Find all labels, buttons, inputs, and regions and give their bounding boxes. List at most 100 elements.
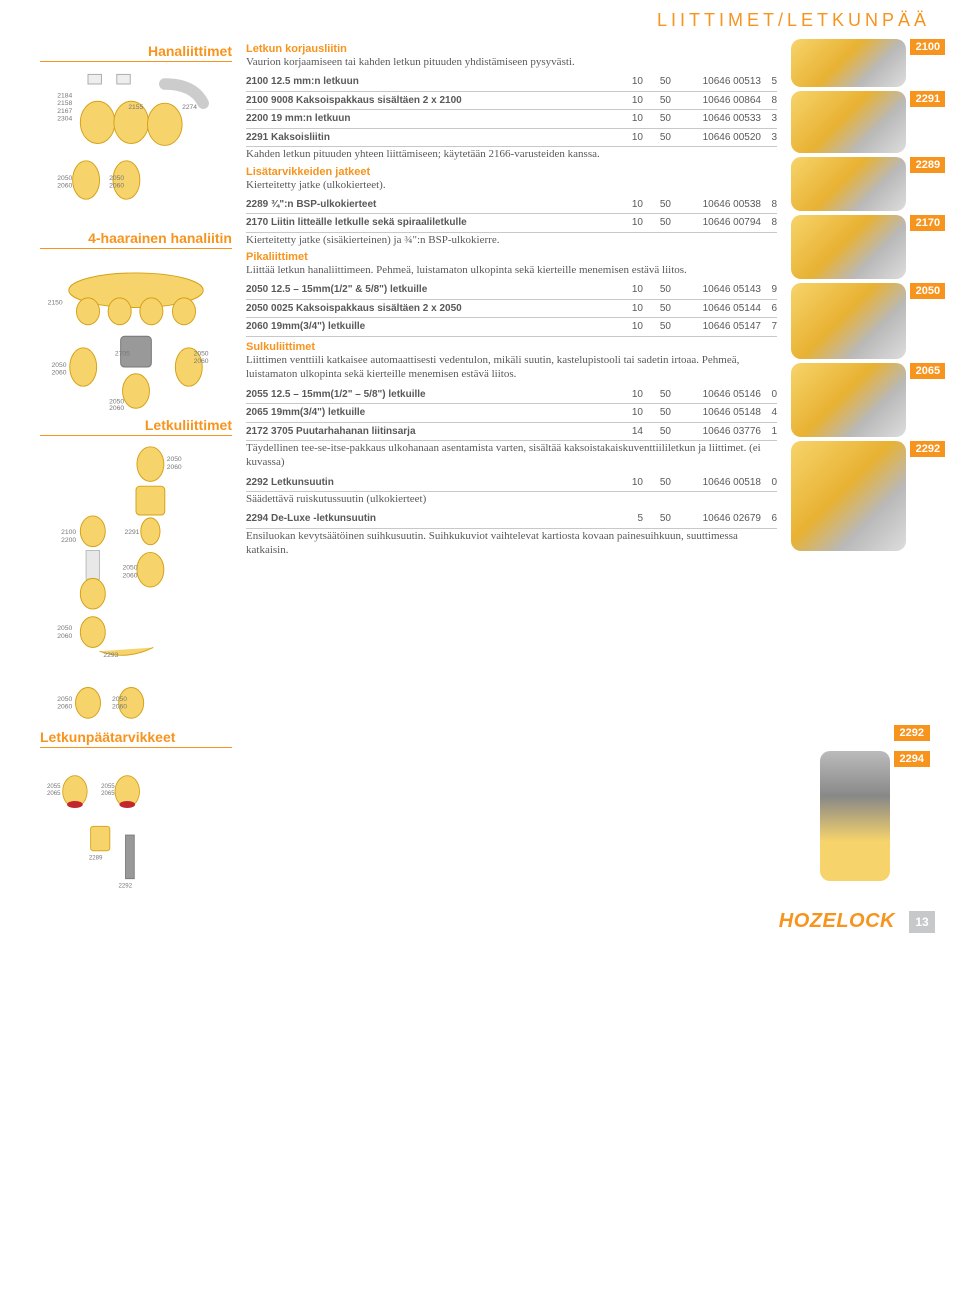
product-image (791, 215, 906, 279)
row-col2: 50 (643, 302, 671, 316)
svg-text:2050: 2050 (52, 362, 67, 369)
product-code: 2291 (910, 91, 945, 107)
row-col3: 10646 05143 (671, 283, 761, 297)
svg-text:2705: 2705 (115, 350, 130, 357)
product-row: 2200 19 mm:n letkuun105010646 005333 (246, 110, 777, 129)
product-image (791, 157, 906, 211)
product-row: 2170 Liitin litteälle letkulle sekä spir… (246, 214, 777, 233)
bottom-section: 2050 2060 2050 2060 Letkunpäätarvikkeet … (0, 669, 960, 892)
svg-text:2060: 2060 (109, 405, 124, 412)
bottom-right: 2292 2294 (240, 675, 945, 892)
row-col1: 10 (615, 131, 643, 145)
row-desc: 2100 12.5 mm:n letkuun (246, 75, 615, 89)
intro-text: Vaurion korjaamiseen tai kahden letkun p… (246, 55, 777, 69)
row-col4: 8 (761, 94, 777, 108)
row-col3: 10646 00864 (671, 94, 761, 108)
product-row: 2294 De-Luxe -letkunsuutin55010646 02679… (246, 510, 777, 529)
section-heading-letkunpaatarvikkeet: Letkunpäätarvikkeet (40, 729, 232, 745)
illustration-y-connector: 2050 2060 2050 2060 (40, 675, 232, 725)
section-heading-letkuliittimet: Letkuliittimet (40, 417, 232, 433)
row-desc: 2200 19 mm:n letkuun (246, 112, 615, 126)
product-thumb-2170: 2170 (791, 215, 945, 279)
row-col2: 50 (643, 320, 671, 334)
product-row: 2050 0025 Kaksoispakkaus sisältäen 2 x 2… (246, 300, 777, 319)
product-thumb-2294: 2294 (820, 751, 930, 881)
product-thumb-2100: 2100 (791, 39, 945, 87)
svg-text:2050: 2050 (167, 456, 182, 463)
row-col3: 10646 00520 (671, 131, 761, 145)
product-row: 2172 3705 Puutarhahanan liitinsarja14501… (246, 423, 777, 442)
row-col2: 50 (643, 94, 671, 108)
page-number: 13 (909, 911, 935, 933)
row-col4: 5 (761, 75, 777, 89)
row-col1: 10 (615, 198, 643, 212)
subheading: Lisätarvikkeiden jatkeet (246, 166, 777, 178)
row-col2: 50 (643, 112, 671, 126)
row-col1: 10 (615, 320, 643, 334)
main-content: Hanaliittimet 2184 2158 2167 2304 2155 2 (0, 39, 960, 669)
row-col1: 14 (615, 425, 643, 439)
svg-text:2055: 2055 (47, 783, 61, 790)
row-col3: 10646 05147 (671, 320, 761, 334)
row-col3: 10646 03776 (671, 425, 761, 439)
row-col1: 10 (615, 476, 643, 490)
row-desc: 2050 12.5 – 15mm(1/2" & 5/8") letkuille (246, 283, 615, 297)
row-col4: 6 (761, 512, 777, 526)
row-col1: 10 (615, 94, 643, 108)
product-thumb-2292: 2292 (791, 441, 945, 551)
product-image (791, 91, 906, 153)
svg-text:2060: 2060 (194, 358, 209, 365)
row-col3: 10646 00794 (671, 216, 761, 230)
row-col3: 10646 05146 (671, 388, 761, 402)
row-col1: 10 (615, 75, 643, 89)
middle-column: Letkun korjausliitinVaurion korjaamiseen… (240, 39, 783, 669)
svg-text:2050: 2050 (57, 625, 72, 632)
row-col1: 10 (615, 112, 643, 126)
illustration-hanaliittimet: 2184 2158 2167 2304 2155 2274 2050 2060 … (40, 61, 232, 226)
illustration-4haarainen: 2150 2050 2060 2705 2050 2060 2050 2060 (40, 248, 232, 413)
row-col3: 10646 00518 (671, 476, 761, 490)
product-code: 2170 (910, 215, 945, 231)
svg-text:2060: 2060 (109, 183, 124, 190)
intro-text: Kahden letkun pituuden yhteen liittämise… (246, 147, 777, 161)
svg-text:2200: 2200 (61, 537, 76, 544)
intro-text: Liittimen venttiili katkaisee automaatti… (246, 353, 777, 382)
row-desc: 2294 De-Luxe -letkunsuutin (246, 512, 615, 526)
row-col3: 10646 00513 (671, 75, 761, 89)
row-col2: 50 (643, 283, 671, 297)
page-title: LIITTIMET/LETKUNPÄÄ (0, 0, 960, 39)
row-desc: 2289 ¾":n BSP-ulkokierteet (246, 198, 615, 212)
intro-text: Ensiluokan kevytsäätöinen suihkusuutin. … (246, 529, 777, 558)
svg-text:2050: 2050 (194, 350, 209, 357)
row-col1: 10 (615, 216, 643, 230)
row-col3: 10646 00533 (671, 112, 761, 126)
row-col2: 50 (643, 512, 671, 526)
product-thumb-2050: 2050 (791, 283, 945, 359)
row-col1: 5 (615, 512, 643, 526)
svg-text:2150: 2150 (48, 300, 63, 307)
row-desc: 2291 Kaksoisliitin (246, 131, 615, 145)
svg-text:2167: 2167 (57, 108, 72, 115)
row-col4: 9 (761, 283, 777, 297)
product-code: 2289 (910, 157, 945, 173)
svg-text:2055: 2055 (101, 783, 115, 790)
svg-text:2100: 2100 (61, 529, 76, 536)
svg-text:2060: 2060 (57, 704, 72, 711)
illustration-letkunpaatarvikkeet: 2055 2065 2055 2065 2289 2292 (40, 747, 232, 892)
row-col4: 8 (761, 198, 777, 212)
intro-text: Kierteitetty jatke (ulkokierteet). (246, 178, 777, 192)
row-col2: 50 (643, 216, 671, 230)
intro-text: Liittää letkun hanaliittimeen. Pehmeä, l… (246, 263, 777, 277)
product-row: 2060 19mm(3/4") letkuille105010646 05147… (246, 318, 777, 337)
section-heading-4haarainen: 4-haarainen hanaliitin (40, 230, 232, 246)
product-thumb-2065: 2065 (791, 363, 945, 437)
row-col4: 1 (761, 425, 777, 439)
product-thumb-2289: 2289 (791, 157, 945, 211)
row-col1: 10 (615, 302, 643, 316)
product-image (791, 441, 906, 551)
product-code: 2100 (910, 39, 945, 55)
intro-text: Täydellinen tee-se-itse-pakkaus ulkohana… (246, 441, 777, 470)
svg-text:2291: 2291 (124, 529, 139, 536)
row-col4: 3 (761, 131, 777, 145)
product-image (791, 39, 906, 87)
